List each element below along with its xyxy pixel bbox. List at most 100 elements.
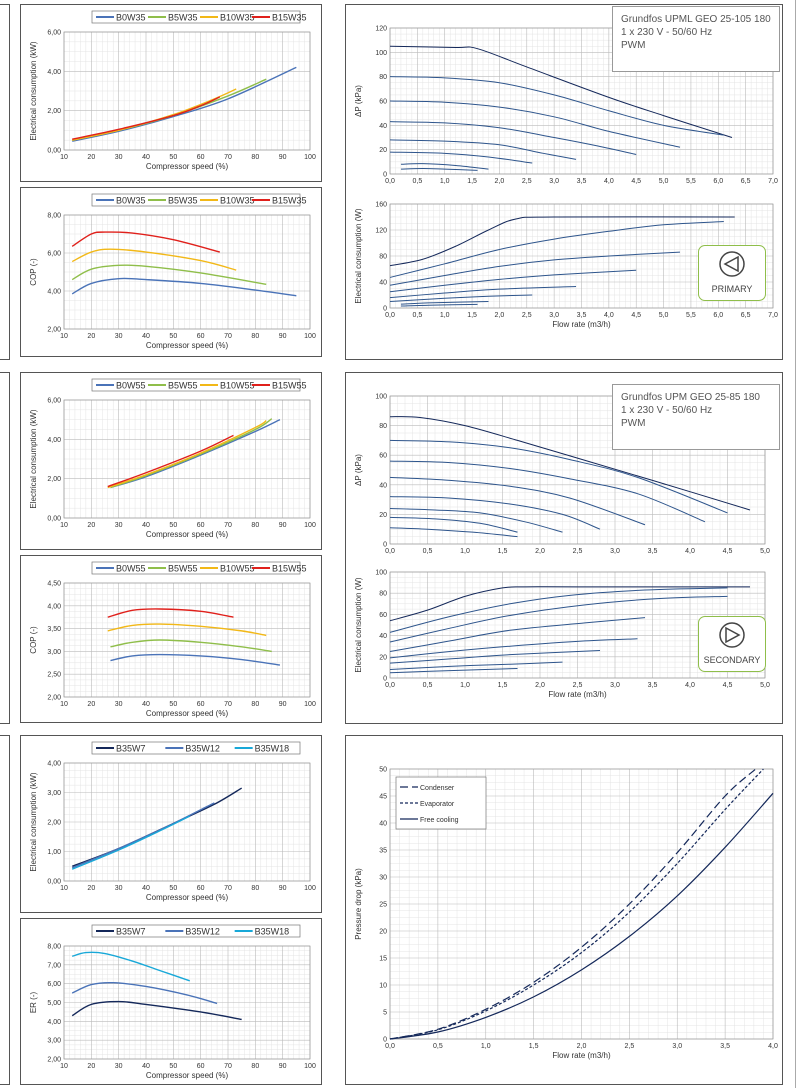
x-tick-label: 70 (224, 154, 232, 161)
series-line-5 (389, 507, 563, 533)
pump-left-icon (719, 251, 745, 277)
x-tick-label: 1,0 (440, 178, 450, 185)
y-axis-label: COP (-) (29, 258, 38, 286)
secondary-pump-name: Grundfos UPM GEO 25-85 180 (621, 392, 760, 403)
series-line-1 (389, 587, 728, 633)
x-tick-label: 4,0 (685, 548, 695, 555)
series-line-b15w35 (72, 96, 221, 140)
legend-label: B35W18 (255, 927, 290, 937)
x-tick-label: 3,0 (549, 178, 559, 185)
x-tick-label: 6,0 (713, 178, 723, 185)
legend-label: B15W55 (272, 381, 307, 391)
primary-pump-infobox: Grundfos UPML GEO 25-105 180 1 x 230 V -… (612, 6, 780, 72)
legend-label: B10W55 (220, 381, 255, 391)
series-line-b5w55 (110, 418, 273, 489)
plot-area-border (63, 582, 311, 698)
x-axis-label: Compressor speed (%) (146, 709, 229, 718)
series-line-b5w35 (72, 78, 267, 141)
x-tick-label: 3,5 (648, 682, 658, 689)
y-tick-label: 2,50 (47, 672, 61, 679)
x-tick-label: 3,0 (549, 312, 559, 319)
y-axis-label: Electrical consumption (W) (354, 577, 363, 672)
series-line-4 (389, 496, 601, 530)
legend-label: B5W35 (168, 196, 198, 206)
y-axis-label: Electrical consumption (kW) (29, 41, 38, 140)
x-tick-label: 100 (304, 522, 316, 529)
legend-label: Condenser (420, 785, 455, 792)
y-tick-label: 10 (379, 983, 387, 990)
plot-area-border (389, 768, 774, 1040)
y-tick-label: 8,00 (47, 213, 61, 220)
x-tick-label: 1,0 (440, 312, 450, 319)
right-edge-line (795, 0, 796, 1088)
y-axis-label: ΔP (kPa) (354, 454, 363, 486)
x-tick-label: 2,0 (535, 548, 545, 555)
series-line-4 (389, 638, 638, 659)
legend-label: B10W35 (220, 13, 255, 23)
y-tick-label: 20 (379, 512, 387, 519)
y-tick-label: 120 (375, 26, 387, 33)
pump-right-icon (719, 622, 745, 648)
x-tick-label: 0,0 (385, 548, 395, 555)
x-tick-label: 90 (279, 885, 287, 892)
x-tick-label: 60 (197, 154, 205, 161)
x-tick-label: 40 (142, 1063, 150, 1070)
legend-label: B5W55 (168, 381, 198, 391)
series-line-0 (389, 216, 735, 267)
series-line-evaporator (389, 768, 764, 1040)
x-axis-label: Compressor speed (%) (146, 341, 229, 350)
y-tick-label: 40 (379, 633, 387, 640)
x-tick-label: 90 (279, 154, 287, 161)
x-tick-label: 50 (169, 522, 177, 529)
y-tick-label: 35 (379, 848, 387, 855)
legend-label: B15W55 (272, 564, 307, 574)
series-line-2 (389, 595, 728, 643)
series-line-b35w12 (71, 802, 215, 869)
x-tick-label: 1,5 (467, 312, 477, 319)
legend-label: B0W55 (116, 381, 146, 391)
y-tick-label: 4,00 (47, 437, 61, 444)
y-tick-label: 4,00 (47, 1019, 61, 1026)
y-tick-label: 40 (379, 821, 387, 828)
y-tick-label: 6,00 (47, 30, 61, 37)
x-tick-label: 40 (142, 522, 150, 529)
y-tick-label: 1,00 (47, 849, 61, 856)
x-tick-label: 3,5 (720, 1043, 730, 1050)
legend-box (91, 924, 301, 938)
y-tick-label: 3,00 (47, 649, 61, 656)
x-tick-label: 20 (87, 1063, 95, 1070)
x-tick-label: 50 (169, 333, 177, 340)
plot-area-border (389, 203, 774, 309)
series-line-b15w55 (107, 608, 234, 618)
x-tick-label: 0,0 (385, 1043, 395, 1050)
series-line-2 (389, 100, 681, 148)
x-tick-label: 80 (251, 1063, 259, 1070)
plot-area-border (63, 31, 311, 151)
y-tick-label: 60 (379, 99, 387, 106)
series-line-condenser (389, 768, 757, 1040)
series-line-b35w12 (71, 981, 218, 1005)
y-tick-label: 80 (379, 74, 387, 81)
x-tick-label: 2,5 (573, 548, 583, 555)
x-tick-label: 4,0 (604, 312, 614, 319)
y-tick-label: 50 (379, 767, 387, 774)
legend-box (91, 741, 301, 755)
y-axis-label: COP (-) (29, 626, 38, 654)
y-tick-label: 80 (379, 591, 387, 598)
series-line-1 (389, 439, 728, 514)
x-tick-label: 4,0 (685, 682, 695, 689)
y-tick-label: 0,00 (47, 879, 61, 886)
legend-label: B35W7 (116, 744, 146, 754)
x-tick-label: 10 (60, 885, 68, 892)
x-tick-label: 30 (115, 522, 123, 529)
series-line-3 (389, 121, 637, 156)
x-tick-label: 6,5 (741, 312, 751, 319)
x-tick-label: 10 (60, 154, 68, 161)
x-tick-label: 5,0 (760, 548, 770, 555)
series-line-b35w18 (71, 951, 190, 982)
x-tick-label: 2,5 (625, 1043, 635, 1050)
x-tick-label: 0,5 (412, 312, 422, 319)
series-line-b0w55 (110, 419, 281, 489)
y-tick-label: 8,00 (47, 944, 61, 951)
x-tick-label: 3,5 (577, 178, 587, 185)
